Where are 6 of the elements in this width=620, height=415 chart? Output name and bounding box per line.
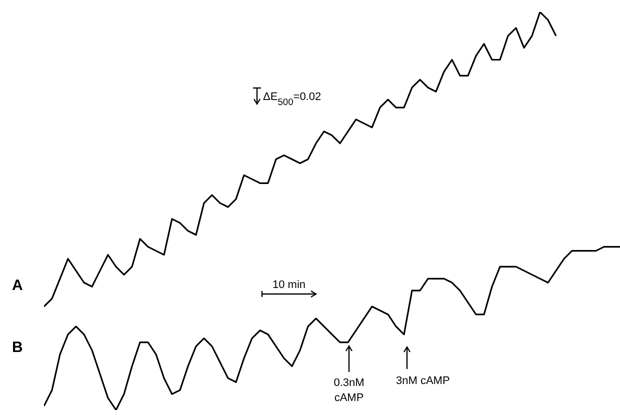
annotation: 0.3nM cAMP bbox=[334, 377, 364, 404]
annotation: ΔE$_{500}$=0.02 bbox=[263, 91, 322, 107]
series-label: A bbox=[12, 277, 23, 294]
annotation: 3nM cAMP bbox=[396, 375, 450, 387]
annotation: 10 min bbox=[272, 279, 306, 291]
text: B bbox=[12, 339, 23, 356]
